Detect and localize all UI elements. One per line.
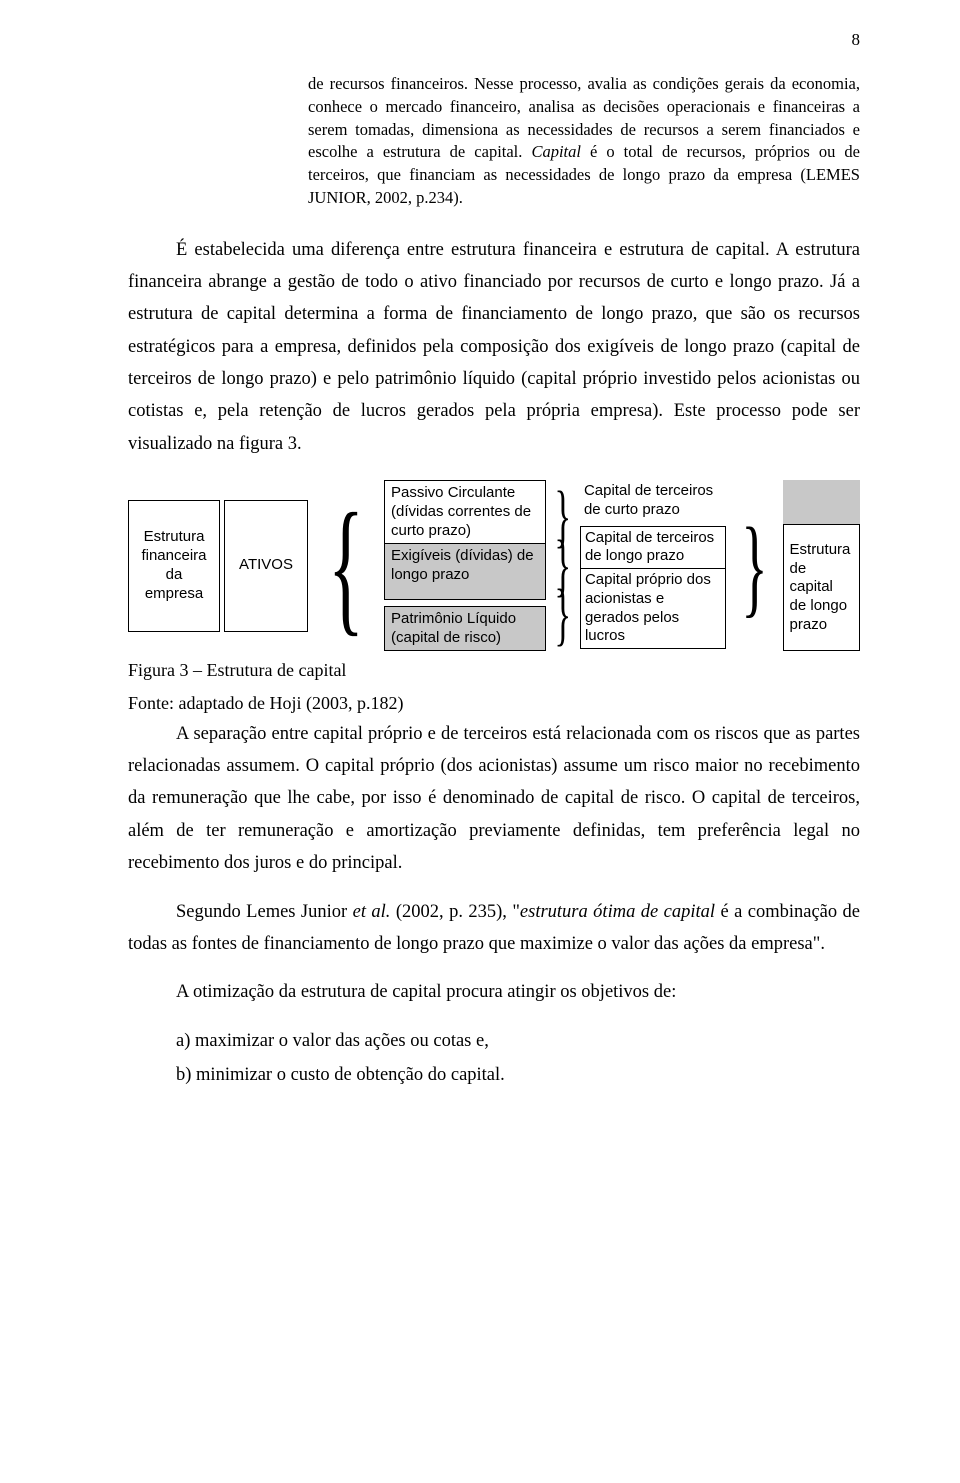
figure-3-caption: Figura 3 – Estrutura de capital [128,657,860,683]
box-estrutura-financeira: Estrutura financeira da empresa [128,500,220,632]
p3-italic-2: estrutura ótima de capital [520,902,715,922]
fig-far-right-col: Estrutura de capital de longo prazo [783,480,860,651]
box-estrutura-capital-longo: Estrutura de capital de longo prazo [783,524,860,651]
box-capital-proprio: Capital próprio dos acionistas e gerados… [580,569,726,649]
box-capital-terceiros-longo: Capital de terceiros de longo prazo [580,526,726,570]
list-item-a: a) maximizar o valor das ações ou cotas … [176,1025,860,1057]
paragraph-2: A separação entre capital próprio e de t… [128,718,860,880]
box-patrimonio-liquido: Patrimônio Líquido (capital de risco) [384,606,546,652]
figure-3-source: Fonte: adaptado de Hoji (2003, p.182) [128,690,860,716]
list-item-b: b) minimizar o custo de obtenção do capi… [176,1059,860,1091]
brace-small-bot-icon: } [555,590,572,639]
box-capital-terceiros-curto: Capital de terceiros de curto prazo [580,480,726,526]
paragraph-4: A otimização da estrutura de capital pro… [128,976,860,1008]
fig-mid-col: Passivo Circulante (dívidas correntes de… [384,480,546,651]
fig-right-col: Capital de terceiros de curto prazo Capi… [580,480,726,651]
brace-right-icon: } [740,480,768,651]
fig-left-col: Estrutura financeira da empresa ATIVOS [128,480,308,651]
box-grey-spacer [783,480,860,524]
p3-text-b: (2002, p. 235), " [390,902,519,922]
brace-mid-col: } } } [546,480,580,651]
box-ativos: ATIVOS [224,500,308,632]
brace-left-icon: { [327,480,365,651]
page-number: 8 [852,30,861,50]
paragraph-1: É estabelecida uma diferença entre estru… [128,234,860,461]
quote-italic: Capital [531,142,581,161]
page: 8 de recursos financeiros. Nesse process… [0,0,960,1163]
box-exigiveis-longo-prazo: Exigíveis (dívidas) de longo prazo [384,544,546,600]
figure-3: Estrutura financeira da empresa ATIVOS {… [128,480,860,651]
block-quote: de recursos financeiros. Nesse processo,… [308,73,860,210]
p3-text-a: Segundo Lemes Junior [176,902,353,922]
box-passivo-circulante: Passivo Circulante (dívidas correntes de… [384,480,546,544]
p3-italic-1: et al. [353,902,391,922]
objectives-list: a) maximizar o valor das ações ou cotas … [176,1025,860,1092]
paragraph-3: Segundo Lemes Junior et al. (2002, p. 23… [128,896,860,961]
